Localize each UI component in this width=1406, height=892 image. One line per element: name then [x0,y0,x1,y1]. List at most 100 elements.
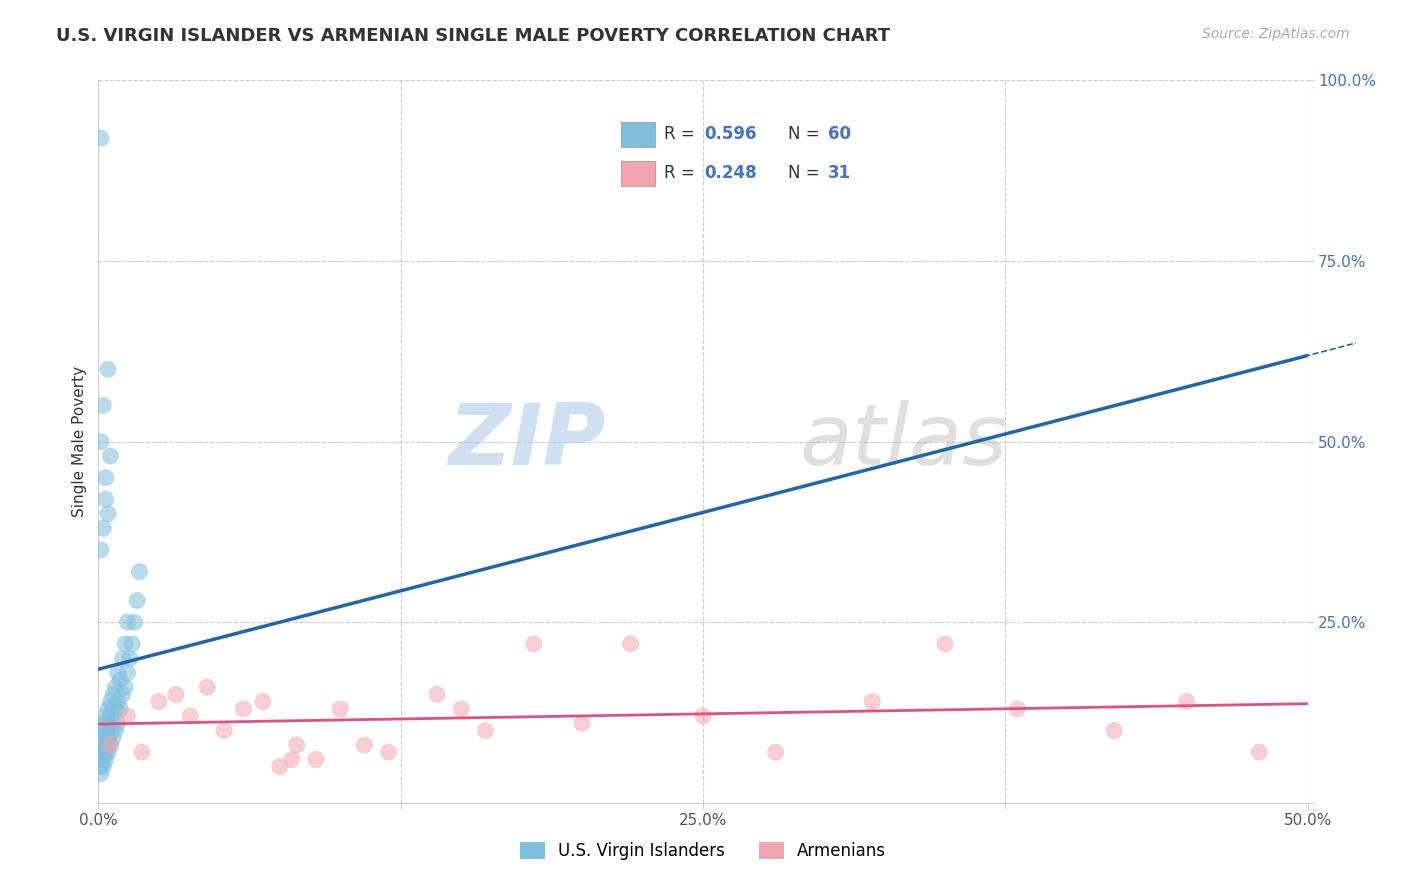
Y-axis label: Single Male Poverty: Single Male Poverty [72,366,87,517]
Point [232,702,254,716]
Point [127,593,149,607]
Point [91,760,114,774]
Point [1007,702,1029,716]
Point [100,695,122,709]
Text: ZIP: ZIP [449,400,606,483]
Point [269,760,291,774]
Point [285,738,308,752]
Point [90,745,112,759]
Point [111,687,134,701]
Point [94,752,117,766]
Text: U.S. VIRGIN ISLANDER VS ARMENIAN SINGLE MALE POVERTY CORRELATION CHART: U.S. VIRGIN ISLANDER VS ARMENIAN SINGLE … [56,27,890,45]
Point [1249,745,1271,759]
Point [97,507,120,521]
Point [765,745,787,759]
Point [94,492,117,507]
Point [111,651,134,665]
Point [860,695,883,709]
Point [90,752,112,766]
Point [100,738,122,752]
Text: 60: 60 [828,126,851,144]
Point [101,702,124,716]
Point [124,615,146,630]
Point [165,687,187,701]
Point [90,760,112,774]
Point [117,665,139,680]
Point [100,738,122,752]
Text: 31: 31 [828,164,851,182]
Point [104,723,127,738]
Point [91,521,114,535]
Point [94,723,117,738]
Point [94,470,117,484]
Point [117,615,139,630]
Point [329,702,352,716]
Point [131,745,153,759]
Point [353,738,375,752]
Text: R =: R = [664,126,700,144]
Point [94,738,117,752]
Point [101,716,124,731]
Point [91,723,114,738]
Point [108,673,131,687]
Point [100,709,122,723]
Point [97,738,120,752]
Point [107,695,129,709]
Point [94,709,117,723]
Text: R =: R = [664,164,700,182]
Point [377,745,399,759]
Point [474,723,496,738]
Point [692,709,714,723]
Point [108,702,131,716]
Point [100,449,122,463]
Point [90,767,112,781]
Point [97,731,120,745]
Point [104,680,127,694]
Point [91,745,114,759]
Point [281,752,304,766]
Point [100,723,122,738]
Point [107,716,129,731]
Point [114,637,136,651]
Point [91,738,114,752]
Point [934,637,956,651]
Point [97,362,120,376]
Point [90,542,112,557]
Point [94,731,117,745]
Point [128,565,150,579]
Point [97,702,120,716]
Point [118,651,141,665]
Point [91,716,114,731]
Bar [621,161,655,186]
Point [179,709,201,723]
Point [450,702,472,716]
Point [114,680,136,694]
Text: N =: N = [787,164,825,182]
Text: 0.596: 0.596 [704,126,756,144]
Point [101,731,124,745]
Point [148,695,170,709]
Point [90,131,112,145]
Point [619,637,641,651]
Point [571,716,593,731]
Point [195,680,218,694]
Point [107,665,129,680]
Text: Source: ZipAtlas.com: Source: ZipAtlas.com [1202,27,1350,41]
Text: N =: N = [787,126,825,144]
Point [90,434,112,449]
Point [90,738,112,752]
Legend: U.S. Virgin Islanders, Armenians: U.S. Virgin Islanders, Armenians [513,835,893,867]
Point [212,723,235,738]
Point [104,702,127,716]
Point [97,716,120,731]
Point [117,709,139,723]
Point [97,745,120,759]
Point [94,745,117,759]
Point [1175,695,1198,709]
Point [121,637,143,651]
Point [523,637,546,651]
Point [91,731,114,745]
Point [426,687,449,701]
Text: 0.248: 0.248 [704,164,756,182]
Point [91,398,114,412]
